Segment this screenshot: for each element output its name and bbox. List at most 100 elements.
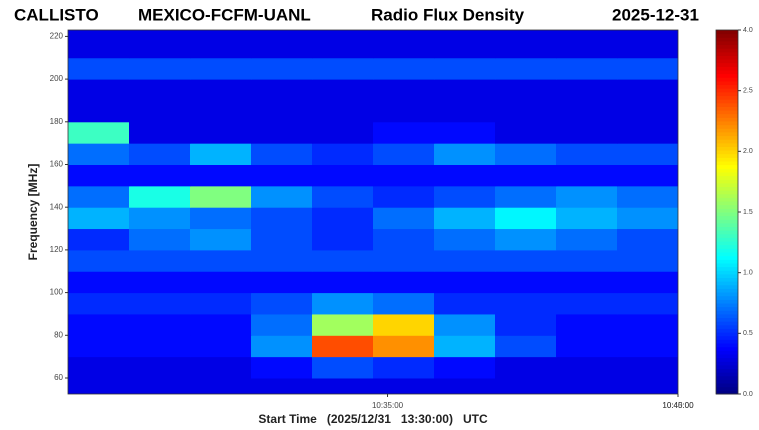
heatmap-cell [617,207,678,230]
heatmap-cell [434,356,496,379]
colorbar-segment [716,335,738,340]
colorbar-segment [716,117,738,122]
heatmap-cell [312,30,374,37]
colorbar-tick-label: 1.5 [743,209,753,216]
colorbar-segment [716,317,738,322]
heatmap-cell [373,57,435,80]
y-axis-label: Frequency [MHz] [26,164,40,261]
spectrogram [68,30,678,394]
colorbar-segment [716,357,738,362]
colorbar-segment [716,161,738,166]
heatmap-cell [312,79,374,101]
heatmap-cell [617,79,678,101]
heatmap-cell [556,100,618,123]
heatmap-cell [312,249,374,272]
heatmap-cell [190,249,252,272]
heatmap-cell [617,121,678,144]
heatmap-cell [495,143,557,165]
colorbar-segment [716,270,738,275]
heatmap-cell [556,271,618,294]
heatmap-cell [556,335,618,358]
colorbar-segment [716,201,738,206]
chart-title: CALLISTO [14,5,99,24]
heatmap-cell [190,79,252,101]
heatmap-cell [434,30,496,37]
heatmap-cell [617,100,678,123]
colorbar-segment [716,212,738,217]
colorbar-tick-label: 4.0 [743,27,753,34]
heatmap-cell [251,335,313,358]
heatmap-cell [495,207,557,230]
colorbar-segment [716,368,738,373]
colorbar-segment [716,292,738,297]
heatmap-cell [129,377,191,394]
colorbar-segment [716,197,738,202]
y-tick-label: 220 [50,32,64,41]
heatmap-cell [129,313,191,336]
colorbar-segment [716,277,738,282]
heatmap-cell [190,185,252,208]
heatmap-cell [129,228,191,251]
heatmap-cell [434,313,496,336]
heatmap-cell [556,356,618,379]
heatmap-cell [129,185,191,208]
heatmap-cell [68,164,130,187]
y-tick-label: 140 [50,202,64,211]
colorbar-segment [716,110,738,115]
heatmap-cell [617,356,678,379]
heatmap-cell [251,228,313,251]
colorbar-segment [716,91,738,97]
colorbar-segment [716,262,738,268]
colorbar-tick-label: 0.5 [743,330,753,337]
heatmap-cell [617,57,678,80]
heatmap-cell [556,377,618,394]
colorbar-segment [716,361,738,366]
colorbar-segment [716,55,738,60]
heatmap-cell [251,143,313,165]
colorbar-segment [716,30,738,35]
heatmap-cell [556,164,618,187]
heatmap-cell [373,228,435,251]
heatmap-cell [434,292,496,315]
heatmap-cell [129,79,191,101]
colorbar-segment [716,226,738,231]
heatmap-cell [556,79,618,101]
heatmap-cell [495,292,557,315]
heatmap-cell [556,57,618,80]
heatmap-cell [373,79,435,101]
heatmap-cell [312,377,374,394]
heatmap-cell [129,292,191,315]
heatmap-cell [556,185,618,208]
heatmap-cell [434,36,496,59]
chart-title: 2025-12-31 [612,5,699,24]
heatmap-cell [129,143,191,165]
heatmap-cell [373,164,435,187]
x-tick-label: 10:45:00 [662,401,694,410]
heatmap-cell [251,164,313,187]
heatmap-cell [373,121,435,144]
heatmap-cell [68,100,130,123]
heatmap-cell [68,228,130,251]
heatmap-cell [434,377,496,394]
heatmap-cell [373,185,435,208]
colorbar-segment [716,266,738,271]
heatmap-cell [129,356,191,379]
colorbar-segment [716,142,738,147]
heatmap-cell [190,271,252,294]
heatmap-cell [495,335,557,358]
heatmap-cell [495,30,557,37]
heatmap-cell [617,335,678,358]
heatmap-cell [556,207,618,230]
heatmap-cell [129,335,191,358]
colorbar-segment [716,306,738,311]
heatmap-cell [312,143,374,165]
heatmap-cell [190,228,252,251]
heatmap-cell [190,292,252,315]
heatmap-cell [495,36,557,59]
heatmap-cell [373,207,435,230]
heatmap-cell [190,143,252,165]
heatmap-cell [617,292,678,315]
colorbar-segment [716,328,738,333]
heatmap-cell [495,271,557,294]
colorbar-segment [716,295,738,300]
